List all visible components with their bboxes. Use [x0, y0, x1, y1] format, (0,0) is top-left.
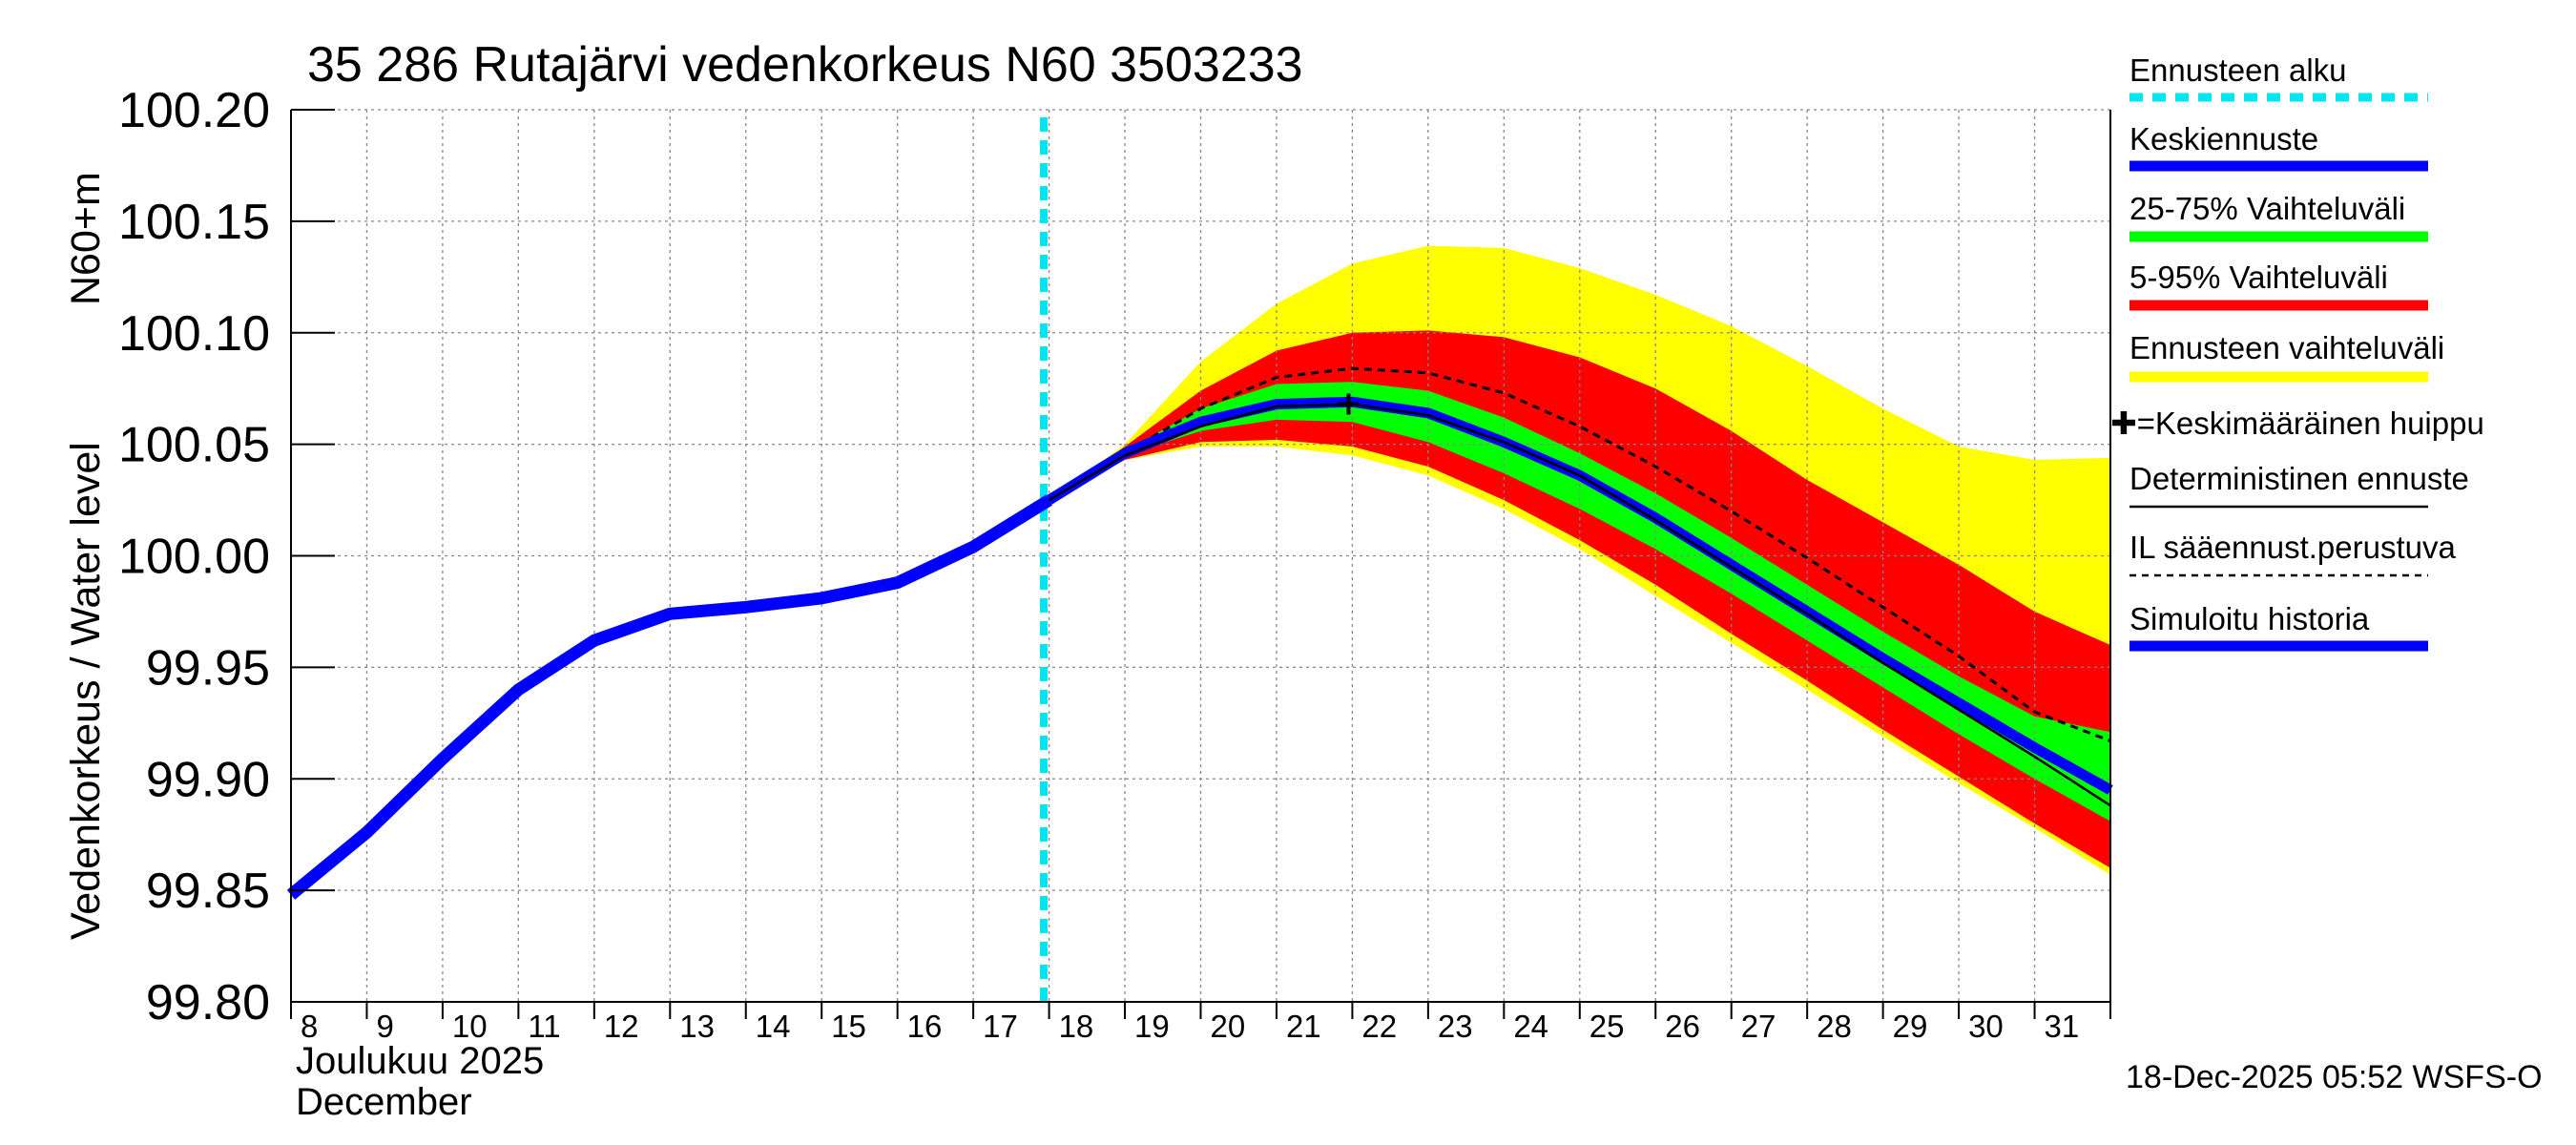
simulated-history-line [286, 494, 1053, 900]
x-tick-label: 9 [376, 1009, 393, 1044]
x-tick-label: 11 [528, 1009, 560, 1044]
x-tick-label: 29 [1893, 1009, 1928, 1044]
x-tick-label: 12 [604, 1009, 639, 1044]
y-tick-label: 100.15 [118, 195, 270, 250]
legend-peak-label: ✚=Keskimääräinen huippu [2110, 406, 2484, 441]
x-tick-label: 26 [1665, 1009, 1700, 1044]
x-tick-label: 8 [301, 1009, 318, 1044]
y-tick-label: 99.95 [146, 640, 270, 696]
x-tick-label: 19 [1134, 1009, 1170, 1044]
legend: Ennusteen alku Keskiennuste 25-75% Vaiht… [2110, 52, 2484, 652]
x-tick-label: 31 [2045, 1009, 2080, 1044]
chart-title: 35 286 Rutajärvi vedenkorkeus N60 350323… [307, 37, 1303, 93]
legend-mean-label: Keskiennuste [2129, 121, 2318, 156]
x-tick-label: 27 [1741, 1009, 1776, 1044]
legend-il-label: IL sääennust.perustuva [2129, 530, 2456, 565]
x-tick-label: 10 [452, 1009, 488, 1044]
legend-ensemble-label: Ennusteen vaihteluväli [2129, 330, 2444, 365]
x-tick-label: 24 [1513, 1009, 1548, 1044]
footer-timestamp: 18-Dec-2025 05:52 WSFS-O [2126, 1059, 2543, 1095]
legend-forecast-start-label: Ennusteen alku [2129, 52, 2347, 88]
x-tick-label: 15 [831, 1009, 866, 1044]
x-axis-month-label: Joulukuu 2025 [296, 1040, 544, 1082]
y-tick-label: 100.00 [118, 530, 270, 585]
y-axis-label: Vedenkorkeus / Water level [63, 442, 109, 940]
x-tick-label: 13 [679, 1009, 715, 1044]
x-tick-label: 20 [1211, 1009, 1246, 1044]
legend-deterministic-label: Deterministinen ennuste [2129, 461, 2469, 496]
x-axis-month-label-en: December [296, 1081, 472, 1123]
y-axis-label-unit: N60+m [63, 172, 109, 305]
x-tick-label: 14 [756, 1009, 791, 1044]
il-forecast-line [1048, 366, 2111, 742]
legend-5-95-label: 5-95% Vaihteluväli [2129, 260, 2388, 295]
legend-history-label: Simuloitu historia [2129, 601, 2370, 636]
x-tick-label: 21 [1286, 1009, 1321, 1044]
x-tick-label: 18 [1059, 1009, 1094, 1044]
x-tick-label: 28 [1817, 1009, 1852, 1044]
y-tick-label: 99.90 [146, 752, 270, 807]
y-tick-label: 99.80 [146, 975, 270, 1030]
deterministic-forecast-line [1048, 403, 2111, 807]
mean-peak-marker [1338, 393, 1360, 415]
x-tick-label: 25 [1589, 1009, 1625, 1044]
y-tick-label: 100.10 [118, 306, 270, 362]
y-tick-label: 100.20 [118, 83, 270, 138]
x-tick-label: 17 [983, 1009, 1018, 1044]
y-tick-label: 100.05 [118, 418, 270, 473]
y-tick-label: 99.85 [146, 864, 270, 919]
x-tick-label: 30 [1968, 1009, 2004, 1044]
x-tick-label: 16 [907, 1009, 943, 1044]
x-tick-label: 23 [1438, 1009, 1473, 1044]
legend-25-75-label: 25-75% Vaihteluväli [2129, 191, 2405, 226]
x-tick-label: 22 [1361, 1009, 1397, 1044]
